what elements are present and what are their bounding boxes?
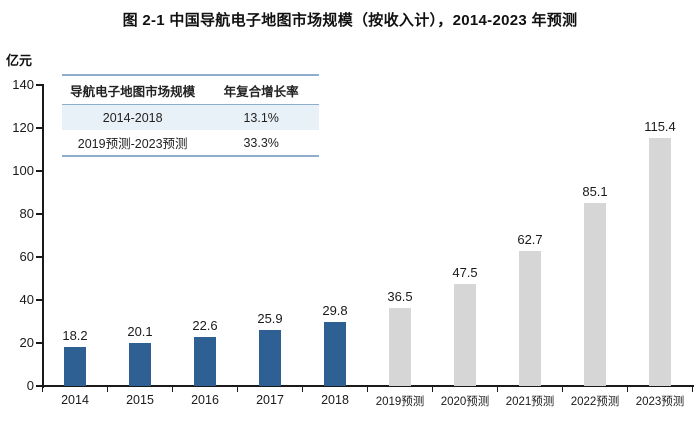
x-axis-category-label: 2014 (61, 393, 89, 407)
x-axis-tick (626, 386, 629, 392)
bar-value-label: 62.7 (517, 232, 543, 248)
y-axis-tick-label: 120 (12, 120, 34, 135)
x-axis-category-label: 2020预测 (440, 396, 490, 408)
bar-actual (194, 337, 216, 386)
y-axis-tick (36, 385, 42, 387)
legend-table-row-actual: 2014-2018 13.1% (62, 105, 319, 130)
chart-title: 图 2-1 中国导航电子地图市场规模（按收入计），2014-2023 年预测 (122, 12, 578, 29)
y-axis-tick-label: 140 (12, 77, 34, 92)
bar-forecast (389, 307, 411, 386)
x-axis-tick (236, 386, 239, 392)
x-axis-category-label: 2019预测 (375, 396, 425, 408)
x-axis-tick (171, 386, 174, 392)
x-axis-category-label: 2017 (256, 393, 284, 407)
y-axis-tick (36, 127, 42, 129)
y-axis-tick (36, 213, 42, 215)
x-axis-category-label: 2015 (126, 393, 154, 407)
x-axis-tick (431, 386, 434, 392)
y-axis-tick (36, 84, 42, 86)
legend-table-header-period: 导航电子地图市场规模 (70, 84, 196, 99)
bar-value-label: 25.9 (257, 311, 283, 327)
legend-table-cagr-value: 33.3% (243, 135, 279, 150)
y-axis-unit-label: 亿元 (6, 53, 33, 68)
y-axis-tick (36, 170, 42, 172)
x-axis-category-label: 2018 (321, 393, 349, 407)
y-axis-tick-label: 40 (19, 292, 34, 307)
x-axis-category-label: 2023预测 (635, 396, 685, 408)
legend-table: 导航电子地图市场规模 年复合增长率 2014-2018 13.1% 2019预测… (62, 74, 319, 157)
bar-value-label: 18.2 (62, 327, 88, 343)
y-axis-tick-label: 20 (19, 335, 34, 350)
x-axis-tick (561, 386, 564, 392)
x-axis-category-label: 2016 (191, 393, 219, 407)
x-axis-tick (106, 386, 109, 392)
bar-forecast (649, 137, 671, 386)
bar-value-label: 29.8 (322, 302, 348, 318)
y-axis-line (41, 84, 44, 388)
bar-actual (259, 330, 281, 386)
legend-table-period-value: 2019预测-2023预测 (77, 137, 188, 151)
x-axis-category-label: 2021预测 (505, 396, 555, 408)
bar-value-label: 85.1 (582, 184, 608, 200)
y-axis-tick-label: 100 (12, 163, 34, 178)
y-axis-tick-label: 80 (19, 206, 34, 221)
x-axis-tick (41, 386, 44, 392)
bar-actual (64, 346, 86, 386)
x-axis-tick (691, 386, 694, 392)
x-axis-tick (301, 386, 304, 392)
y-axis-tick-label: 0 (26, 378, 34, 393)
y-axis-tick (36, 256, 42, 258)
bar-forecast (454, 283, 476, 386)
bar-forecast (584, 203, 606, 386)
y-axis-tick (36, 342, 42, 344)
bar-actual (324, 321, 346, 386)
x-axis-tick (496, 386, 499, 392)
x-axis-category-label: 2022预测 (570, 396, 620, 408)
y-axis-tick-label: 60 (19, 249, 34, 264)
legend-table-row-forecast: 2019预测-2023预测 33.3% (62, 130, 319, 155)
bar-value-label: 115.4 (644, 118, 676, 134)
legend-table-header-row: 导航电子地图市场规模 年复合增长率 (62, 76, 319, 105)
legend-table-period-value: 2014-2018 (102, 110, 163, 125)
legend-table-header-cagr: 年复合增长率 (223, 84, 299, 99)
bar-value-label: 47.5 (452, 264, 478, 280)
y-axis-tick (36, 299, 42, 301)
x-axis-tick (366, 386, 369, 392)
bar-actual (129, 342, 151, 386)
bar-value-label: 20.1 (127, 323, 153, 339)
bar-value-label: 22.6 (192, 318, 218, 334)
bar-value-label: 36.5 (387, 288, 413, 304)
legend-table-cagr-value: 13.1% (243, 110, 279, 125)
bar-forecast (519, 251, 541, 386)
